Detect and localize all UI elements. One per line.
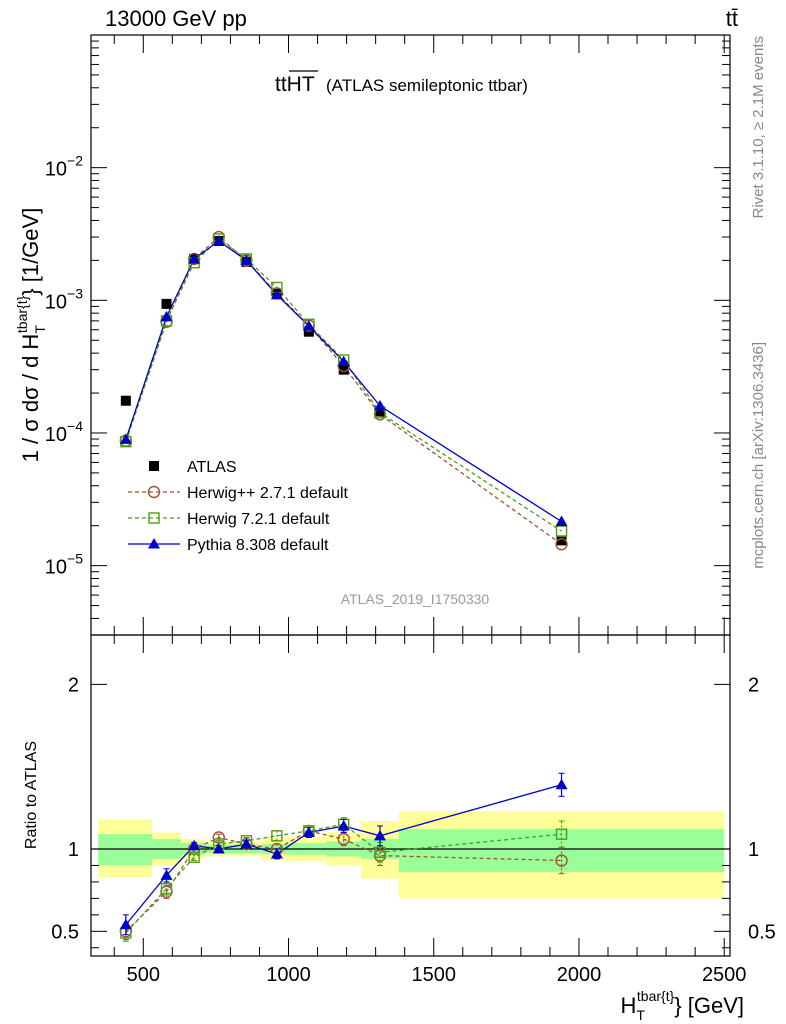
- atlas-point: [338, 364, 349, 375]
- pythia-ratio-line: [125, 784, 562, 926]
- energy-label: 13000 GeV pp: [105, 6, 247, 31]
- y-tick-label-base: 10: [45, 557, 67, 579]
- legend-label: Pythia 8.308 default: [187, 537, 329, 554]
- herwig7-ratio-point: [160, 882, 173, 895]
- herwigpp-ratio-point: [337, 832, 350, 846]
- legend-label: ATLAS: [187, 459, 237, 476]
- legend: ATLAS Herwig++ 2.7.1 default Herwig 7.2.1 …: [128, 459, 349, 554]
- pythia-point: [374, 399, 387, 411]
- atlas-point: [120, 395, 131, 406]
- x-tick-label: 1000: [266, 964, 311, 986]
- svg-text:1 / σ dσ / d HTtbar{t}} [1/GeV: 1 / σ dσ / d HTtbar{t}} [1/GeV]: [14, 208, 48, 463]
- y-tick-label-base: 10: [45, 159, 67, 181]
- ratio-y-tick-label: 1: [68, 839, 79, 861]
- uncertainty-band-inner: [98, 834, 152, 866]
- pythia-ratio-point: [119, 918, 132, 930]
- ylabel-sup: tbar{t}: [14, 295, 30, 333]
- legend-marker: [148, 512, 160, 524]
- pythia-ratio-point: [337, 819, 350, 831]
- pythia-ratio-point: [555, 778, 568, 790]
- mcplots-reference: mcplots.cern.ch [arXiv:1306.3436]: [750, 342, 767, 569]
- ratio-ylabel: Ratio to ATLAS: [23, 741, 40, 849]
- xlabel-sup: tbar{t}: [637, 988, 675, 1004]
- legend-label: Herwig 7.2.1 default: [187, 511, 330, 528]
- ratio-frame: [90, 634, 731, 957]
- rivet-version: Rivet 3.1.10, ≥ 2.1M events: [750, 36, 767, 219]
- herwigpp-line: [125, 236, 562, 545]
- xlabel-sub: T: [636, 1007, 645, 1023]
- svg-text:HTtbar{t}} [GeV]: HTtbar{t}} [GeV]: [620, 988, 744, 1023]
- herwig7-ratio-point: [188, 851, 200, 863]
- herwig7-point: [555, 525, 568, 537]
- y-tick-label: 10−4: [45, 418, 83, 446]
- plot-title-main: ttHT: [275, 73, 315, 96]
- ratio-y-tick-label: 0.5: [51, 921, 79, 943]
- x-tick-label: 1500: [411, 964, 456, 986]
- pythia-ratio-point: [212, 843, 225, 854]
- y-tick-label: 10−5: [45, 551, 83, 579]
- pythia-point: [119, 433, 132, 444]
- pythia-point: [337, 355, 350, 367]
- herwig7-ratio-point: [271, 830, 283, 842]
- pythia-ratio-point: [374, 829, 387, 841]
- pythia-point: [160, 310, 173, 322]
- herwig7-line: [125, 238, 562, 532]
- ylabel-unit: } [1/GeV]: [18, 208, 43, 296]
- xlabel-h: H: [620, 993, 636, 1018]
- x-axis-label: HTtbar{t}} [GeV]: [620, 988, 744, 1023]
- pythia-point: [302, 320, 315, 331]
- ratio-y-tick-label-right: 2: [748, 674, 759, 696]
- pythia-ratio-point: [240, 838, 253, 849]
- ylabel-sub: T: [32, 325, 48, 334]
- x-tick-label: 2500: [702, 964, 747, 986]
- ratio-y-tick-label-right: 1: [748, 839, 759, 861]
- analysis-id: ATLAS_2019_I1750330: [341, 591, 490, 607]
- plot-subtitle: (ATLAS semileptonic ttbar): [326, 76, 528, 95]
- herwigpp-ratio-line: [125, 830, 562, 932]
- ratio-y-tick-label-right: 0.5: [748, 921, 776, 943]
- legend-marker: [148, 538, 160, 549]
- svg-text:Ratio to ATLAS: Ratio to ATLAS: [23, 741, 40, 849]
- herwigpp-ratio-point: [555, 854, 568, 867]
- pythia-point: [270, 288, 283, 300]
- ratio-ylabel-text: Ratio to ATLAS: [23, 741, 40, 849]
- pythia-line: [125, 240, 562, 523]
- y-tick-label-exp: −3: [67, 285, 83, 301]
- x-tick-label: 2000: [557, 964, 602, 986]
- herwigpp-point: [555, 538, 568, 551]
- pythia-ratio-point: [302, 826, 315, 838]
- legend-marker: [147, 485, 161, 499]
- y-tick-label-base: 10: [45, 424, 67, 446]
- ratio-y-tick-label: 2: [68, 674, 79, 696]
- y-tick-label-exp: −5: [67, 551, 83, 567]
- herwig7-ratio-point: [374, 846, 386, 858]
- atlas-point: [375, 406, 386, 417]
- y-tick-label: 10−3: [45, 285, 83, 313]
- process-label: tt̄: [726, 6, 738, 31]
- xlabel-unit: } [GeV]: [674, 993, 744, 1018]
- x-tick-label: 500: [127, 964, 160, 986]
- y-tick-label: 10−2: [45, 153, 83, 181]
- atlas-point: [556, 535, 567, 546]
- legend-label: Herwig++ 2.7.1 default: [187, 485, 349, 502]
- pythia-point: [212, 234, 225, 246]
- pythia-ratio-point: [188, 839, 201, 851]
- y-tick-label-exp: −4: [67, 418, 83, 434]
- main-ylabel: 1 / σ dσ / d HTtbar{t}} [1/GeV]: [14, 208, 48, 463]
- atlas-point: [161, 298, 172, 309]
- pythia-ratio-point: [160, 869, 173, 880]
- legend-marker: [149, 461, 159, 471]
- herwig7-ratio-point: [555, 828, 568, 840]
- pythia-point: [188, 252, 201, 264]
- main-panel: 10−510−410−310−2: [45, 34, 731, 636]
- pythia-ratio-point: [270, 847, 283, 859]
- ylabel-text: 1 / σ dσ / d H: [18, 334, 43, 463]
- pythia-point: [240, 254, 253, 265]
- pythia-point: [555, 515, 568, 527]
- y-tick-label-exp: −2: [67, 153, 83, 169]
- y-tick-label-base: 10: [45, 291, 67, 313]
- plot-title: ttHT: [275, 73, 315, 96]
